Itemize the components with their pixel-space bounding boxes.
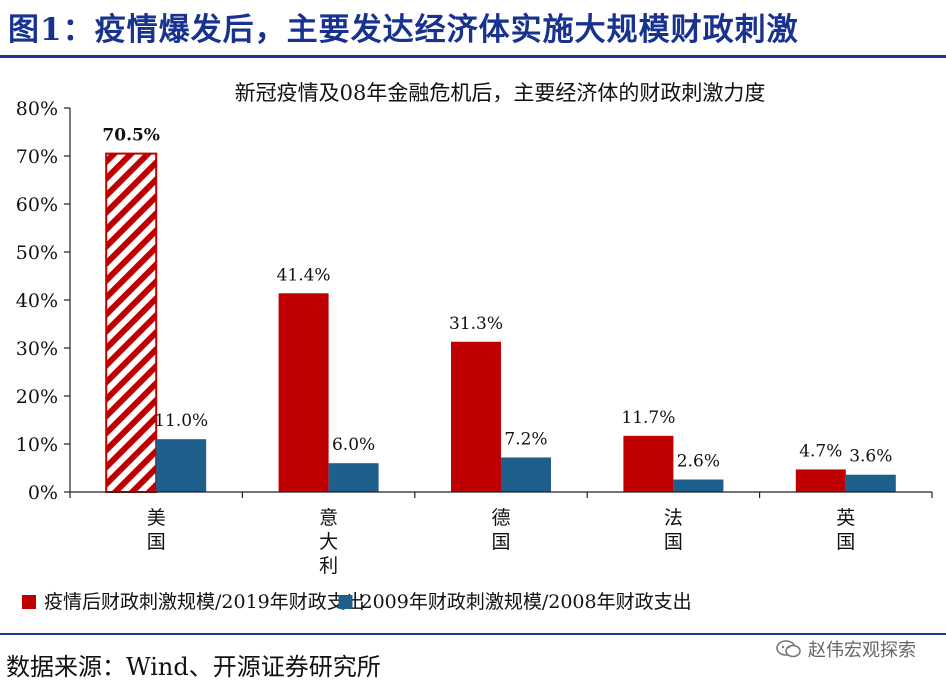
y-tick-label: 40% [16, 290, 58, 312]
legend-label: 2009年财政刺激规模/2008年财政支出 [361, 591, 692, 613]
data-label: 41.4% [277, 265, 331, 285]
y-tick-label: 80% [16, 98, 58, 120]
category-label: 国 [664, 531, 683, 553]
bar-covid [278, 293, 329, 492]
y-tick-label: 60% [16, 194, 58, 216]
data-label: 11.7% [621, 408, 675, 428]
category-label: 美 [147, 507, 166, 529]
y-axis: 0% 10% 20% 30% 40% 50% 60% 70% 80% [16, 98, 71, 504]
title-rule [0, 55, 946, 58]
data-label: 2.6% [677, 452, 720, 472]
bar-crisis2009 [673, 479, 724, 492]
bar-covid [623, 435, 674, 492]
data-label: 31.3% [449, 314, 503, 334]
category-label: 利 [319, 555, 338, 577]
data-label: 6.0% [332, 435, 375, 455]
data-label: 11.0% [154, 411, 208, 431]
data-label: 3.6% [849, 447, 892, 467]
bar-crisis2009 [501, 457, 551, 492]
legend-label: 疫情后财政刺激规模/2019年财政支出 [44, 591, 365, 613]
category-label: 意 [319, 507, 338, 529]
y-tick-label: 70% [16, 146, 58, 168]
y-tick-label: 30% [16, 338, 58, 360]
y-tick-label: 20% [16, 386, 58, 408]
category-label: 德 [491, 507, 510, 529]
bars: 70.5% 11.0% 41.4% 6.0% 31.3% 7.2% 11.7% 2.6% 4.7… [102, 126, 896, 493]
data-label: 70.5% [102, 126, 160, 146]
wechat-icon [776, 640, 801, 658]
watermark: 赵伟宏观探索 [776, 636, 916, 662]
bar-chart: 新冠疫情及08年金融危机后，主要经济体的财政刺激力度 0% 10% 20% 30% 40… [16, 81, 933, 613]
watermark-text: 赵伟宏观探索 [808, 640, 916, 661]
bar-covid [795, 469, 846, 492]
data-label: 7.2% [504, 429, 547, 449]
y-tick-label: 50% [16, 242, 58, 264]
bar-crisis2009 [328, 463, 379, 492]
footer-rule [0, 633, 946, 635]
data-label: 4.7% [799, 441, 842, 461]
chart-subtitle: 新冠疫情及08年金融危机后，主要经济体的财政刺激力度 [235, 81, 766, 105]
category-label: 大 [319, 531, 338, 553]
bar-crisis2009 [845, 474, 896, 492]
bar-covid [105, 152, 158, 493]
category-label: 国 [836, 531, 855, 553]
legend-swatch [22, 595, 36, 609]
category-label: 法 [664, 507, 683, 529]
source-note: 数据来源：Wind、开源证券研究所 [6, 653, 381, 681]
bar-crisis2009 [156, 439, 207, 492]
legend-swatch [338, 595, 353, 609]
y-tick-label: 10% [16, 434, 58, 456]
figure-title: 图1：疫情爆发后，主要发达经济体实施大规模财政刺激 [8, 12, 799, 48]
category-label: 国 [147, 531, 166, 553]
y-tick-label: 0% [28, 482, 58, 504]
category-label: 国 [491, 531, 510, 553]
category-label: 英 [836, 507, 855, 529]
bar-covid [451, 341, 501, 492]
